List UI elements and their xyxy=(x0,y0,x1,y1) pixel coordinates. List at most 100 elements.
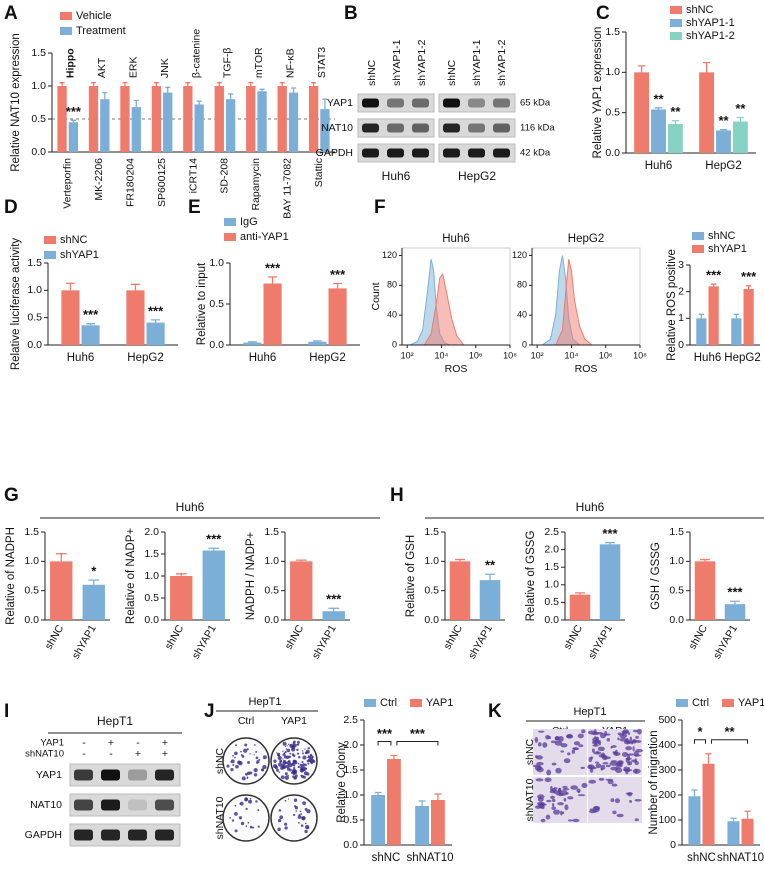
migrated-cell xyxy=(588,779,597,784)
cell-label: Huh6 xyxy=(382,169,411,183)
protein-label: GAPDH xyxy=(316,147,353,159)
colony xyxy=(300,813,303,815)
legend-label: shYAP1-2 xyxy=(686,30,735,42)
protein-label: NAT10 xyxy=(321,122,353,134)
colony xyxy=(234,804,237,807)
error-bar xyxy=(70,119,76,123)
colony xyxy=(293,798,298,802)
bar xyxy=(328,288,347,345)
error-bar xyxy=(295,559,307,562)
panel-letter: G xyxy=(4,485,19,506)
bar xyxy=(151,86,162,152)
migrated-cell xyxy=(570,785,579,790)
significance: ** xyxy=(718,113,729,128)
migrated-cell xyxy=(627,767,631,773)
x-tick-label: Stattic xyxy=(313,158,325,187)
colony xyxy=(286,748,291,753)
error-bar xyxy=(259,88,265,92)
colony xyxy=(282,741,287,746)
migrated-cell xyxy=(558,793,564,797)
migrated-cell xyxy=(634,818,639,822)
colony xyxy=(226,764,230,768)
x-tick-label: shYAP1 xyxy=(586,623,615,661)
y-axis-label: Count xyxy=(370,282,382,310)
colony xyxy=(279,815,284,820)
colony xyxy=(262,755,267,760)
colony xyxy=(287,743,290,746)
migrated-cell xyxy=(536,767,544,773)
x-tick-label: HepG2 xyxy=(127,352,163,364)
error-bar xyxy=(455,558,465,562)
significance: ** xyxy=(670,104,681,119)
colony xyxy=(296,740,300,744)
blot-band xyxy=(101,799,120,811)
colony xyxy=(308,760,311,763)
migrated-cell xyxy=(560,743,568,748)
significance: *** xyxy=(66,104,82,119)
error-bar xyxy=(730,600,740,605)
migrated-cell xyxy=(563,758,571,764)
migrated-cell xyxy=(551,806,556,810)
y-tick-label: 0.0 xyxy=(144,614,159,626)
condition-sign: + xyxy=(135,748,141,760)
y-tick-label: 300 xyxy=(658,764,676,776)
bar xyxy=(688,796,701,845)
blot-band xyxy=(412,148,429,158)
migrated-cell xyxy=(577,794,586,797)
legend-label: shYAP1 xyxy=(708,243,747,255)
colony xyxy=(286,760,292,766)
lane-label: shYAP1-1 xyxy=(391,39,403,86)
migrated-cell xyxy=(567,819,574,822)
error-bar xyxy=(86,323,96,326)
y-tick-label: 1.0 xyxy=(24,555,39,567)
x-tick-label: shNAT10 xyxy=(406,852,453,864)
x-tick-label: shNC xyxy=(163,623,187,652)
group-title: Huh6 xyxy=(176,500,205,514)
migrated-cell xyxy=(609,761,618,766)
error-bar xyxy=(130,283,140,291)
migrated-cell xyxy=(573,741,581,746)
legend-label: shYAP1 xyxy=(60,249,99,261)
condition-label: shNAT10 xyxy=(25,749,64,760)
colony xyxy=(255,750,258,753)
bar xyxy=(694,561,716,620)
error-bar xyxy=(700,558,710,562)
colony xyxy=(282,761,287,766)
colony xyxy=(284,826,288,830)
migrated-cell xyxy=(616,813,624,818)
migrated-cell xyxy=(614,798,621,804)
colony xyxy=(245,807,248,811)
legend-label: Ctrl xyxy=(692,697,709,709)
bar xyxy=(88,86,99,152)
significance: *** xyxy=(265,260,281,275)
migrated-cell xyxy=(602,755,608,761)
blot-band xyxy=(412,123,429,133)
significance: *** xyxy=(83,307,99,322)
blot-band xyxy=(493,123,510,133)
y-tick-label: 1.5 xyxy=(424,526,439,538)
pathway-label: STAT3 xyxy=(316,47,328,78)
migrated-cell xyxy=(632,729,639,733)
blot-band xyxy=(443,123,460,133)
colony xyxy=(282,758,284,760)
bar xyxy=(170,576,193,620)
bar xyxy=(732,121,748,153)
size-label: 116 kDa xyxy=(520,123,555,134)
pathway-label: TGF-β xyxy=(222,48,234,79)
bar xyxy=(320,109,330,152)
migrated-cell xyxy=(591,748,595,753)
significance: *** xyxy=(706,268,722,283)
panel-letter: E xyxy=(188,197,201,218)
colony xyxy=(232,754,234,757)
colony xyxy=(249,825,253,829)
y-tick-label: 200 xyxy=(658,789,676,801)
migrated-cell xyxy=(592,744,599,747)
migrated-cell xyxy=(545,814,551,820)
x-tick-label: shYAP1 xyxy=(711,623,740,661)
y-tick-label: 1.5 xyxy=(27,257,42,269)
migrated-cell xyxy=(546,769,552,776)
bar xyxy=(82,584,105,620)
migrated-cell xyxy=(562,787,570,791)
significance: * xyxy=(91,564,97,579)
colony xyxy=(279,759,283,763)
